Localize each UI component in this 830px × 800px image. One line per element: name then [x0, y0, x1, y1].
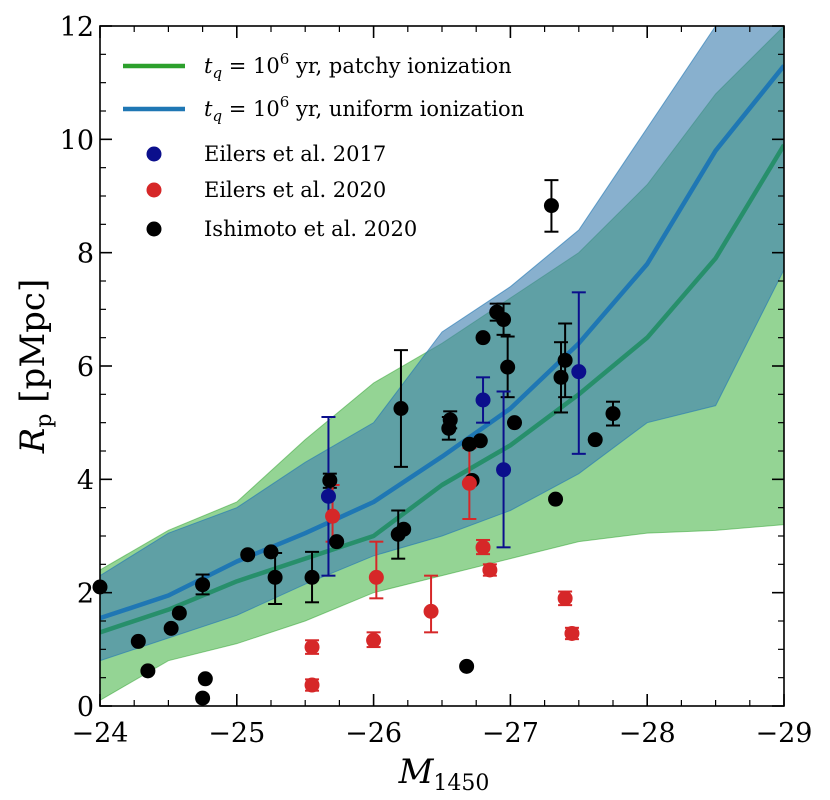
- median-lines: [100, 64, 784, 635]
- ishimoto2020-point-8: [240, 547, 256, 563]
- ishimoto2020-point-12: [322, 472, 338, 488]
- axis-ticks: [99, 25, 785, 707]
- legend-eilers2017-label: Eilers et al. 2017: [204, 142, 386, 166]
- legend-eilers2020-marker: [146, 182, 162, 198]
- confidence-bands: [100, 26, 784, 701]
- eilers2020-point-3: [366, 632, 382, 648]
- legend: tq = 106 yr, patchy ionization tq = 106 y…: [123, 50, 524, 241]
- ishimoto2020-point-30: [553, 369, 569, 385]
- ishimoto2020-point-25: [496, 312, 512, 328]
- ishimoto2020-point-7: [197, 671, 213, 687]
- legend-ishimoto2020-marker: [146, 221, 162, 237]
- ishimoto2020-point-13: [329, 534, 345, 550]
- ishimoto2020-point-33: [605, 406, 621, 422]
- eilers2020-point-1: [304, 639, 320, 655]
- data-points: [92, 198, 621, 706]
- ishimoto2020-point-1: [130, 633, 146, 649]
- ishimoto2020-point-31: [557, 352, 573, 368]
- y-tick-label-6: 12: [60, 12, 94, 43]
- ishimoto2020-point-10: [267, 569, 283, 585]
- y-tick-label-4: 8: [77, 239, 94, 270]
- eilers2020-point-2: [325, 508, 341, 524]
- ishimoto2020-point-23: [475, 330, 491, 346]
- eilers2020-point-8: [482, 562, 498, 578]
- ishimoto2020-point-3: [163, 620, 179, 636]
- y-tick-label-2: 4: [77, 465, 94, 496]
- legend-eilers2017-marker: [146, 146, 162, 162]
- y-axis-title: Rp [pMpc]: [13, 279, 57, 454]
- ishimoto2020-point-29: [548, 491, 564, 507]
- ishimoto2020-point-28: [543, 198, 559, 214]
- legend-ishimoto2020-label: Ishimoto et al. 2020: [204, 217, 417, 241]
- eilers2017-point-3: [571, 364, 587, 380]
- x-tick-label-4: −28: [619, 718, 676, 749]
- eilers2020-point-6: [461, 475, 477, 491]
- eilers2020-point-0: [304, 677, 320, 693]
- ishimoto2020-point-15: [393, 401, 409, 416]
- eilers2020-point-10: [564, 625, 580, 641]
- uniform-median-line: [100, 64, 784, 621]
- y-tick-label-3: 6: [77, 352, 94, 383]
- y-tick-label-5: 10: [60, 125, 94, 156]
- x-tick-label-2: −26: [345, 718, 402, 749]
- eilers2020-point-5: [423, 603, 439, 619]
- eilers2020-point-7: [475, 539, 491, 555]
- ishimoto2020-point-18: [442, 412, 458, 428]
- ishimoto2020-point-32: [587, 432, 603, 448]
- patchy-median-line: [100, 143, 784, 635]
- uniform-band: [100, 26, 784, 662]
- y-tick-label-0: 0: [77, 692, 94, 723]
- x-tick-labels: −24 −25 −26 −27 −28 −29: [72, 718, 813, 749]
- ishimoto2020-point-27: [507, 415, 523, 431]
- ishimoto2020-point-16: [396, 521, 412, 537]
- legend-patchy-label: tq = 106 yr, patchy ionization: [204, 50, 512, 82]
- legend-eilers2020-label: Eilers et al. 2020: [204, 178, 386, 202]
- eilers2017-point-0: [320, 488, 336, 504]
- ishimoto2020-point-4: [171, 605, 187, 621]
- eilers2020-point-4: [368, 569, 384, 585]
- x-tick-label-1: −25: [208, 718, 265, 749]
- ishimoto2020-point-2: [140, 663, 156, 679]
- eilers2020-point-9: [557, 590, 573, 606]
- x-tick-label-3: −27: [482, 718, 539, 749]
- ishimoto2020-point-9: [263, 544, 279, 560]
- ishimoto2020-point-26: [500, 359, 516, 375]
- x-axis-title: M1450: [398, 752, 490, 796]
- ishimoto2020-point-5: [195, 577, 211, 593]
- legend-uniform-label: tq = 106 yr, uniform ionization: [204, 93, 524, 125]
- ishimoto2020-point-22: [472, 433, 488, 449]
- x-tick-label-0: −24: [72, 718, 129, 749]
- eilers2017-point-2: [496, 462, 512, 478]
- ishimoto2020-point-11: [304, 569, 320, 585]
- ishimoto2020-point-6: [195, 690, 211, 706]
- y-tick-labels: 0 2 4 6 8 10 12: [60, 12, 94, 723]
- y-tick-label-1: 2: [77, 579, 94, 610]
- ishimoto2020-point-19: [459, 658, 475, 674]
- eilers2017-point-1: [475, 392, 491, 408]
- x-tick-label-5: −29: [756, 718, 813, 749]
